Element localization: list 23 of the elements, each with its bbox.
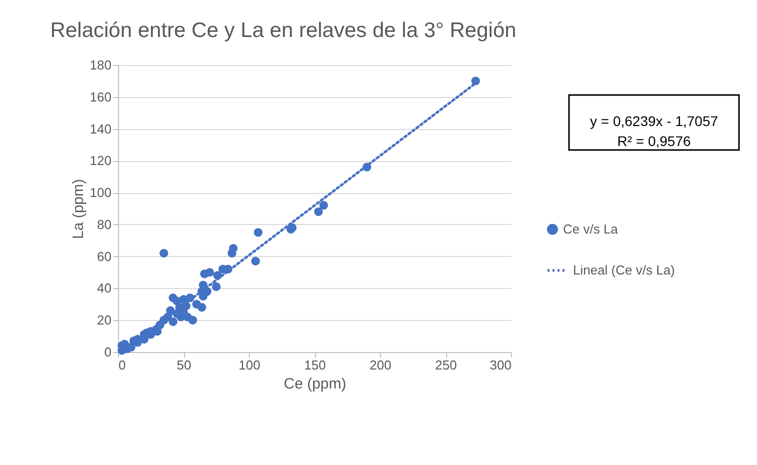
y-tick-label: 20 [97,312,112,328]
y-tick-label: 180 [90,58,112,72]
x-tick-label: 0 [118,358,126,372]
x-tick-label: 150 [304,358,326,372]
x-axis-title: Ce (ppm) [284,376,346,392]
y-tick-label: 160 [90,89,112,104]
y-tick-label: 0 [104,344,112,360]
legend-label: Ce v/s La [563,221,619,236]
y-axis-title: La (ppm) [70,178,87,240]
x-tick-label: 300 [490,358,512,372]
legend-label: Lineal (Ce v/s La) [573,262,675,278]
x-tick-label: 50 [176,358,192,372]
x-tick-label: 200 [370,358,392,372]
y-tick-label: 120 [90,153,112,168]
y-tick-label: 40 [97,280,112,296]
y-tick-label: 60 [97,248,112,264]
x-tick-label: 100 [238,358,260,372]
y-tick-label: 100 [90,185,112,200]
y-tick-label: 140 [90,121,112,136]
chart-title: Relación entre Ce y La en relaves de la 3° Región [50,19,516,42]
x-tick-label: 250 [435,358,457,372]
text: y = 0,6239x - 1,7057 R² = 0,9576 [590,113,718,149]
y-tick-label: 80 [97,216,112,232]
